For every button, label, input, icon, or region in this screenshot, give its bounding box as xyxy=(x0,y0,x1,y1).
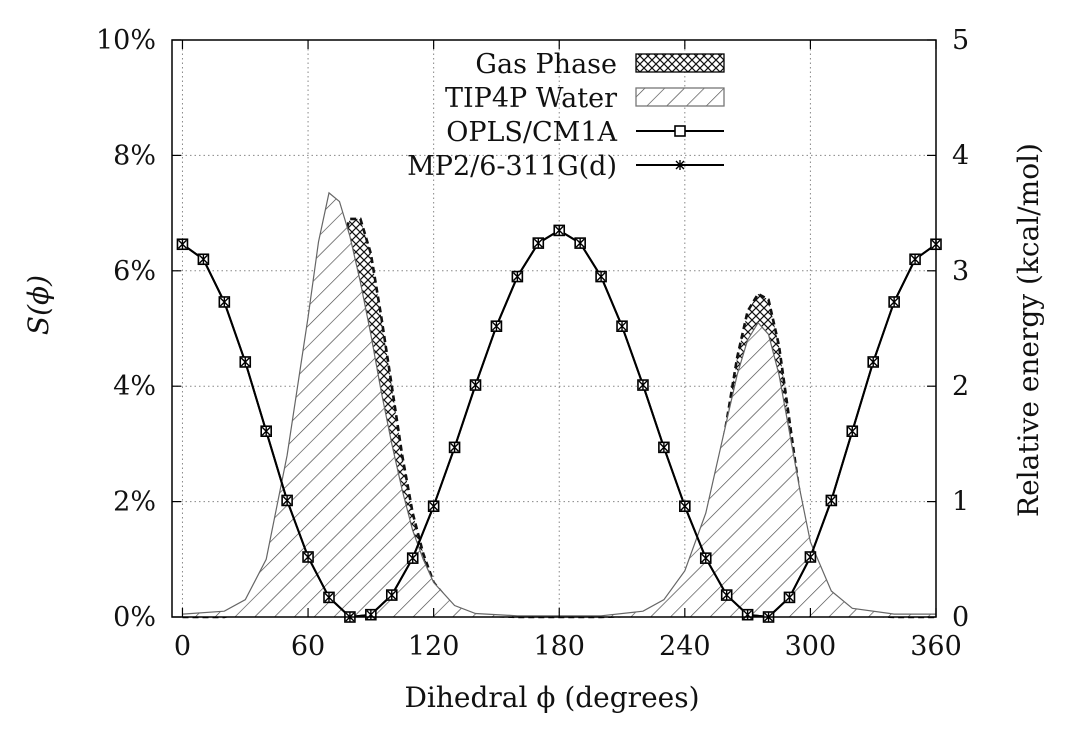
legend-label: Gas Phase xyxy=(475,49,617,80)
point-asterisk xyxy=(261,426,271,437)
x-tick-label: 120 xyxy=(408,631,460,662)
distribution-area-diagonal-hatch xyxy=(182,192,936,617)
point-asterisk xyxy=(638,380,648,391)
point-asterisk xyxy=(408,553,418,564)
point-asterisk xyxy=(324,592,334,603)
axis-ticks: 0 60 120 180 240 300 360 0% 2% 4% 6% 8% 10% 0 1 2 3 4 5 xyxy=(96,25,969,662)
point-asterisk xyxy=(596,271,606,282)
point-asterisk xyxy=(722,590,732,601)
plot-frame xyxy=(171,39,937,618)
legend-label: TIP4P Water xyxy=(445,83,617,114)
legend-label: MP2/6-311G(d) xyxy=(407,151,617,182)
legend-marker-square xyxy=(674,125,686,137)
legend-label: OPLS/CM1A xyxy=(446,117,617,148)
point-asterisk xyxy=(910,254,920,265)
legend-swatch xyxy=(635,87,725,107)
point-asterisk xyxy=(659,442,669,453)
x-tick-label: 60 xyxy=(291,631,325,662)
x-tick-label: 360 xyxy=(910,631,962,662)
distribution-fills xyxy=(182,191,936,619)
point-asterisk xyxy=(826,495,836,506)
y-tick-label: 2% xyxy=(113,487,156,518)
y-tick-label: 8% xyxy=(113,140,156,171)
y-tick-label: 10% xyxy=(96,25,156,56)
point-asterisk xyxy=(847,426,857,437)
y-tick-label: 4% xyxy=(113,371,156,402)
y2-tick-label: 1 xyxy=(952,487,969,518)
y2-tick-label: 2 xyxy=(952,371,969,402)
point-asterisk xyxy=(680,501,690,512)
point-asterisk xyxy=(429,501,439,512)
point-asterisk xyxy=(554,225,564,236)
x-tick-label: 0 xyxy=(174,631,191,662)
point-asterisk xyxy=(575,238,585,249)
y2-tick-label: 0 xyxy=(952,602,969,633)
distribution-outline-diagonal-hatch xyxy=(182,191,936,617)
y2-tick-label: 4 xyxy=(952,140,969,171)
point-asterisk xyxy=(450,442,460,453)
point-asterisk xyxy=(784,592,794,603)
point-asterisk xyxy=(198,254,208,265)
point-asterisk xyxy=(889,296,899,307)
point-asterisk xyxy=(240,356,250,367)
point-asterisk xyxy=(533,238,543,249)
point-asterisk xyxy=(701,553,711,564)
y-axis-title: S(ϕ) xyxy=(22,275,55,335)
y2-axis-title: Relative energy (kcal/mol) xyxy=(1012,143,1045,517)
x-tick-label: 240 xyxy=(659,631,711,662)
y2-tick-label: 3 xyxy=(952,256,969,287)
point-asterisk xyxy=(512,271,522,282)
point-asterisk xyxy=(219,296,229,307)
legend-marker-asterisk xyxy=(675,160,685,170)
x-tick-label: 180 xyxy=(533,631,585,662)
point-asterisk xyxy=(177,239,187,250)
point-asterisk xyxy=(491,321,501,332)
point-asterisk xyxy=(617,321,627,332)
point-asterisk xyxy=(282,495,292,506)
x-axis-title: Dihedral ϕ (degrees) xyxy=(404,681,699,714)
point-asterisk xyxy=(471,380,481,391)
x-tick-label: 300 xyxy=(785,631,837,662)
point-asterisk xyxy=(805,551,815,562)
y-tick-label: 0% xyxy=(113,602,156,633)
legend-swatch xyxy=(635,53,725,73)
y-tick-label: 6% xyxy=(113,256,156,287)
point-asterisk xyxy=(387,590,397,601)
point-asterisk xyxy=(303,551,313,562)
y2-tick-label: 5 xyxy=(952,25,969,56)
point-asterisk xyxy=(868,356,878,367)
